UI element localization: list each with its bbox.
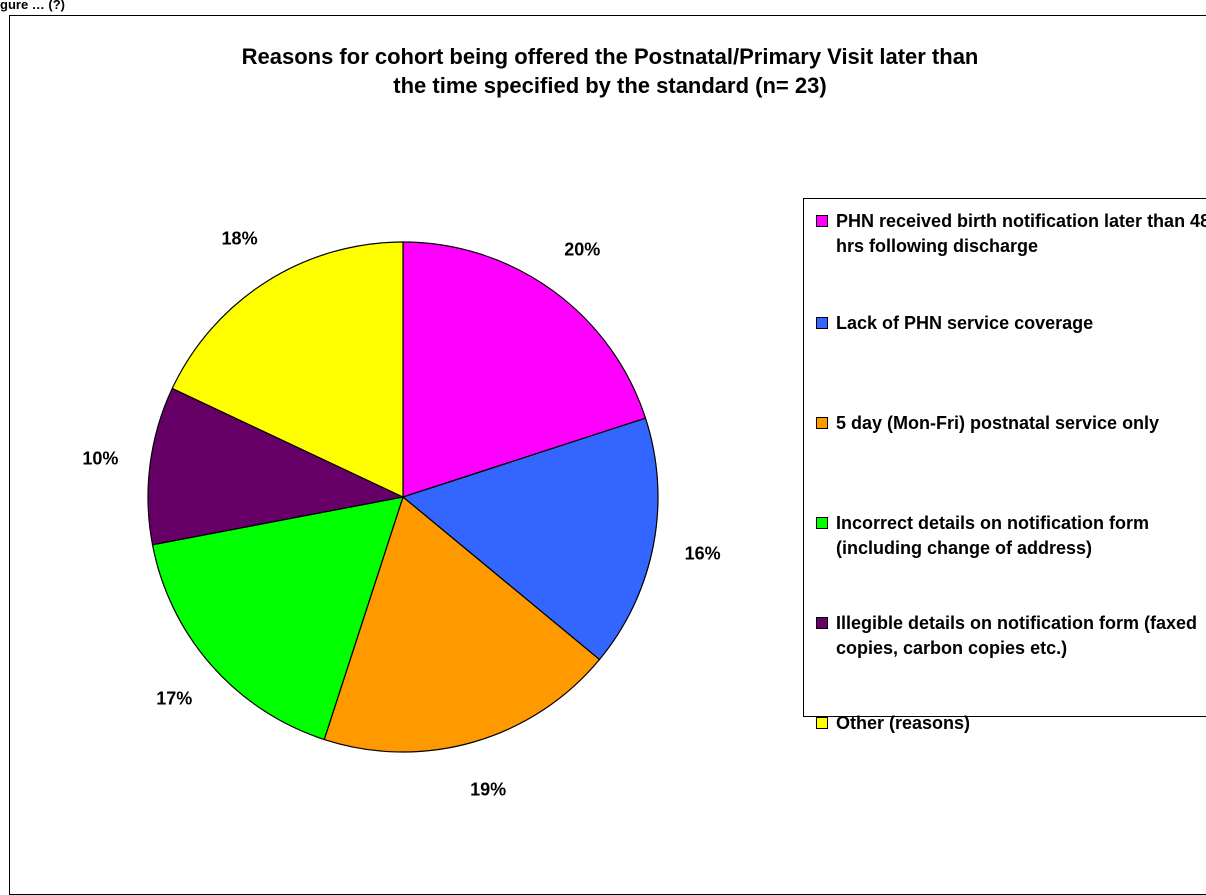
legend-label: Other (reasons) (836, 713, 971, 733)
pie-percent-label: 20% (564, 239, 601, 260)
pie-slice-illegible-details (147, 387, 405, 546)
legend-item-other: Other (reasons) (816, 711, 1206, 736)
legend-item-illegible-details: Illegible details on notification form (… (816, 611, 1206, 661)
pie-slice-incorrect-details (151, 496, 404, 741)
pie-percent-label: 16% (684, 543, 721, 564)
legend-label: Lack of PHN service coverage (836, 313, 1094, 333)
legend-swatch (816, 517, 828, 529)
legend-swatch (816, 417, 828, 429)
pie-slice-birth-notification (402, 241, 647, 498)
figure-caption: gure … (?) (0, 0, 65, 12)
chart-title-line-1: Reasons for cohort being offered the Pos… (241, 44, 979, 69)
chart-title-line-2: the time specified by the standard (n= 2… (393, 73, 827, 98)
pie-slice-5-day-service (323, 495, 601, 753)
chart-legend: PHN received birth notification later th… (803, 198, 1206, 733)
legend-label: 5 day (Mon-Fri) postnatal service only (836, 413, 1160, 433)
legend-label: Illegible details on notification form (… (836, 613, 1198, 658)
pie-chart (147, 241, 659, 753)
pie-slice-other (171, 241, 404, 498)
pie-percent-label: 10% (82, 448, 119, 469)
legend-label: PHN received birth notification later th… (836, 211, 1206, 256)
chart-title: Reasons for cohort being offered the Pos… (130, 42, 1090, 100)
legend-label: Incorrect details on notification form (… (836, 513, 1150, 558)
pie-percent-label: 19% (470, 779, 507, 800)
legend-item-service-coverage: Lack of PHN service coverage (816, 311, 1206, 336)
legend-swatch (816, 215, 828, 227)
legend-swatch (816, 317, 828, 329)
pie-percent-label: 17% (156, 688, 193, 709)
legend-item-incorrect-details: Incorrect details on notification form (… (816, 511, 1206, 561)
legend-item-5-day-service: 5 day (Mon-Fri) postnatal service only (816, 411, 1206, 436)
legend-swatch (816, 617, 828, 629)
legend-swatch (816, 717, 828, 729)
pie-percent-label: 18% (221, 228, 258, 249)
pie-slice-service-coverage (401, 417, 659, 661)
legend-item-birth-notification: PHN received birth notification later th… (816, 209, 1206, 259)
